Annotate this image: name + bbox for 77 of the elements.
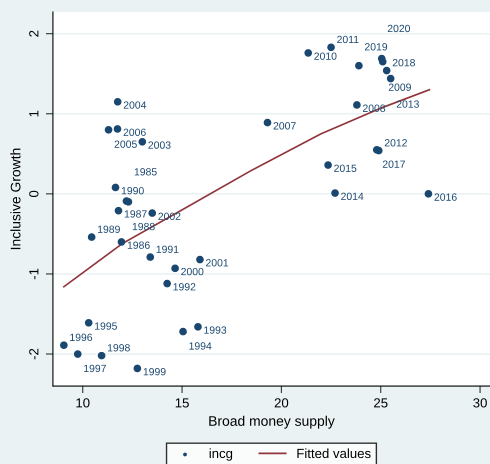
annotation: 2015 — [334, 164, 356, 172]
annotation: 1993 — [204, 326, 226, 334]
point — [163, 280, 171, 288]
annotation: 2012 — [384, 139, 407, 146]
point — [382, 66, 390, 74]
annotation: 1992 — [174, 283, 196, 291]
annotation: 2014 — [341, 192, 364, 200]
y-tick-label: -1 — [29, 268, 38, 280]
annotation: 2005 — [114, 140, 137, 148]
annotation: 2016 — [434, 193, 457, 201]
y-tick-label: -2 — [29, 348, 38, 360]
annotation: 1998 — [108, 344, 130, 352]
x-tick-label: 25 — [374, 398, 388, 408]
annotation: 2018 — [392, 59, 415, 66]
point — [112, 184, 120, 192]
x-axis-title: Broad money supply — [209, 416, 335, 429]
annotation: 1996 — [70, 334, 92, 342]
legend-label: incg — [210, 448, 232, 461]
annotation: 1987 — [124, 210, 147, 218]
point — [74, 350, 82, 358]
annotation: 1991 — [156, 246, 178, 253]
annotation: 2011 — [337, 36, 359, 44]
point — [60, 341, 68, 350]
x-tick-label: 20 — [274, 398, 288, 408]
annotation: 2010 — [314, 52, 337, 60]
annotation: 2017 — [382, 160, 405, 168]
point — [146, 253, 154, 261]
x-tick-label: 30 — [473, 398, 487, 408]
point — [148, 209, 156, 217]
annotation: 2000 — [181, 268, 204, 276]
annotation: 1990 — [122, 187, 144, 194]
annotation: 2013 — [396, 100, 419, 108]
y-tick-label: 2 — [29, 30, 38, 37]
x-tick-label: 15 — [176, 398, 189, 408]
annotation: 2006 — [124, 128, 146, 136]
annotation: 1997 — [84, 364, 106, 372]
point — [98, 352, 106, 360]
annotation: 2007 — [274, 122, 296, 130]
annotation: 2001 — [206, 259, 228, 266]
point — [88, 233, 96, 241]
annotation: 1985 — [134, 168, 157, 176]
point — [104, 126, 112, 134]
point — [194, 322, 202, 331]
point — [331, 189, 339, 197]
point — [386, 74, 394, 82]
annotation: 2009 — [388, 84, 411, 91]
point — [138, 138, 146, 146]
point — [134, 364, 142, 372]
point — [84, 318, 92, 327]
point — [196, 256, 204, 264]
point — [264, 118, 272, 126]
annotation: 1994 — [189, 342, 212, 350]
y-tick-label: 0 — [29, 190, 39, 198]
point — [171, 264, 179, 272]
annotation: 2004 — [124, 101, 146, 109]
point — [353, 101, 361, 109]
annotation: 2019 — [364, 43, 388, 50]
point — [324, 161, 332, 169]
point — [179, 328, 187, 336]
point — [424, 190, 432, 198]
point — [355, 62, 363, 70]
annotation: 2003 — [148, 141, 171, 149]
point — [118, 238, 126, 246]
point — [114, 125, 122, 133]
point — [114, 206, 122, 214]
annotation: 1989 — [98, 226, 120, 233]
annotation: 1995 — [95, 322, 117, 330]
point — [304, 49, 312, 57]
point — [327, 43, 335, 52]
annotation: 1986 — [128, 241, 150, 249]
annotation: 1999 — [144, 368, 166, 376]
annotation: 2020 — [388, 24, 410, 32]
legend-label: Fitted values — [297, 448, 371, 458]
y-axis-title: Inclusive Growth — [10, 148, 21, 250]
x-tick-label: 10 — [76, 398, 90, 408]
point — [114, 98, 122, 106]
y-tick-label: 1 — [29, 110, 38, 116]
